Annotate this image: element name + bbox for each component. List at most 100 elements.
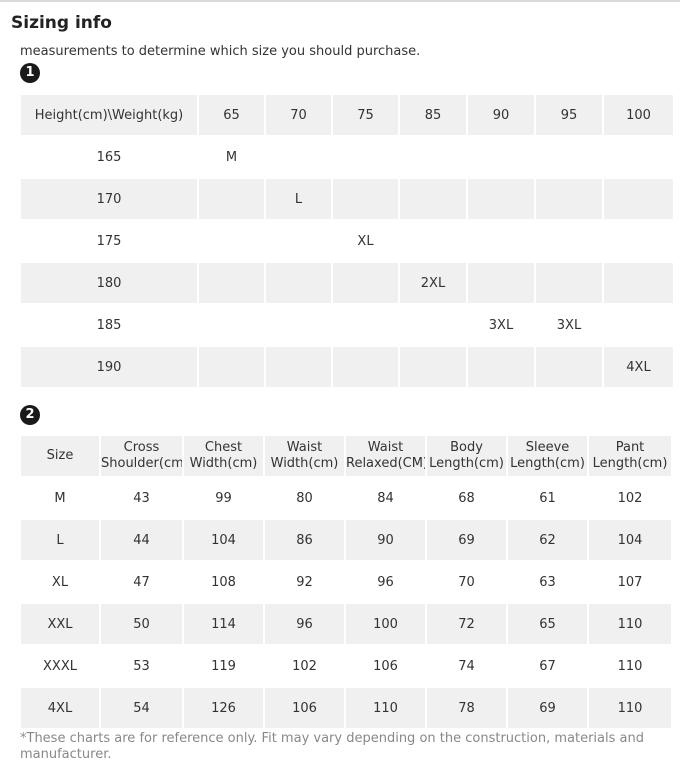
column-header-cell: Cross Shoulder(cm) <box>101 436 182 476</box>
size-label-cell: M <box>54 490 66 506</box>
height-cell: 190 <box>21 347 197 387</box>
size-cell <box>400 137 466 177</box>
measurement-cell: 107 <box>617 574 643 590</box>
measurement-cell: 114 <box>184 604 263 644</box>
column-header-line: Length(cm) <box>429 456 504 471</box>
column-header-line: Width(cm) <box>189 456 258 471</box>
measurement-cell: 110 <box>346 688 425 728</box>
intro-text: measurements to determine which size you… <box>20 44 421 59</box>
height-weight-table: Height(cm)\Weight(kg) 65 70 75 85 90 95 100 165 M… <box>19 93 675 389</box>
measurement-cell: 69 <box>508 688 587 728</box>
size-cell <box>536 137 602 177</box>
measurement-cell: 104 <box>184 520 263 560</box>
size-cell <box>536 179 602 219</box>
column-header-cell: Waist Width(cm) <box>265 436 344 476</box>
size-cell <box>400 179 466 219</box>
footnote: *These charts are for reference only. Fi… <box>20 731 644 762</box>
size-cell: 3XL <box>488 317 514 333</box>
table-row: 180 2XL <box>21 263 673 303</box>
table-header-row: Size Cross Shoulder(cm) Chest Width(cm) Waist… <box>21 436 671 476</box>
table-row: XXXL 53 119 102 106 74 67 110 <box>21 646 671 686</box>
measurement-cell: 43 <box>133 490 150 506</box>
size-cell <box>333 137 398 177</box>
measurement-cell: 110 <box>617 658 643 674</box>
table-row: XXL 50 114 96 100 72 65 110 <box>21 604 671 644</box>
size-cell <box>199 221 264 261</box>
table-row: 185 3XL 3XL <box>21 305 673 345</box>
weight-header-cell: 75 <box>333 95 398 135</box>
measurement-cell: 119 <box>211 658 236 674</box>
measurement-cell: 102 <box>617 490 643 506</box>
measurement-cell: 62 <box>508 520 587 560</box>
weight-header-cell: 85 <box>400 95 466 135</box>
weight-header-cell: 90 <box>468 95 534 135</box>
column-header-cell: Chest Width(cm) <box>184 436 263 476</box>
size-cell <box>468 221 534 261</box>
measurement-cell: 47 <box>133 574 150 590</box>
size-cell <box>199 347 264 387</box>
size-cell <box>266 305 331 345</box>
size-cell <box>266 263 331 303</box>
table-row: 170 L <box>21 179 673 219</box>
size-label-cell: XL <box>51 574 69 590</box>
measurement-cell: 68 <box>458 490 475 506</box>
top-divider <box>0 0 680 2</box>
measurement-cell: 100 <box>346 604 425 644</box>
measurement-cell: 54 <box>101 688 182 728</box>
corner-header-cell: Height(cm)\Weight(kg) <box>21 95 197 135</box>
measurement-cell: 65 <box>508 604 587 644</box>
measurement-cell: 69 <box>427 520 506 560</box>
size-cell <box>199 305 264 345</box>
size-label-cell: XXXL <box>43 658 77 674</box>
column-header-line: Waist <box>367 440 404 455</box>
measurement-cell: 102 <box>292 658 317 674</box>
height-cell: 175 <box>96 233 122 249</box>
column-header-cell: Size <box>21 436 99 476</box>
measurement-table: Size Cross Shoulder(cm) Chest Width(cm) Waist… <box>19 434 673 730</box>
measurement-cell: 110 <box>589 688 671 728</box>
size-cell: 4XL <box>604 347 673 387</box>
measurement-cell: 99 <box>215 490 232 506</box>
section-1-badge: 1 <box>20 63 40 83</box>
column-header-cell: Pant Length(cm) <box>589 436 671 476</box>
table-row: 190 4XL <box>21 347 673 387</box>
measurement-cell: 110 <box>589 604 671 644</box>
measurement-cell: 104 <box>589 520 671 560</box>
size-cell <box>199 179 264 219</box>
column-header-cell: Waist Relaxed(CM) <box>346 436 425 476</box>
column-header-line: Length(cm) <box>592 456 668 471</box>
weight-header-cell: 70 <box>266 95 331 135</box>
column-header-cell: Sleeve Length(cm) <box>508 436 587 476</box>
column-header-line: Pant <box>615 440 645 455</box>
size-cell <box>266 137 331 177</box>
height-cell: 165 <box>96 149 122 165</box>
measurement-cell: 44 <box>101 520 182 560</box>
measurement-cell: 63 <box>539 574 556 590</box>
size-cell <box>333 179 398 219</box>
size-cell <box>536 221 602 261</box>
size-cell <box>400 305 466 345</box>
table-row: 175 XL <box>21 221 673 261</box>
size-cell: 3XL <box>556 317 582 333</box>
measurement-cell: 96 <box>265 604 344 644</box>
page-title: Sizing info <box>11 13 112 33</box>
measurement-cell: 126 <box>184 688 263 728</box>
table-header-row: Height(cm)\Weight(kg) 65 70 75 85 90 95 100 <box>21 95 673 135</box>
column-header-cell: Body Length(cm) <box>427 436 506 476</box>
size-cell <box>604 305 673 345</box>
measurement-cell: 106 <box>265 688 344 728</box>
column-header-line: Length(cm) <box>510 456 585 471</box>
size-label-cell: L <box>21 520 99 560</box>
size-cell <box>199 263 264 303</box>
column-header-line: Size <box>46 448 74 463</box>
measurement-cell: 84 <box>377 490 394 506</box>
size-cell <box>266 221 331 261</box>
weight-header-cell: 100 <box>604 95 673 135</box>
size-cell <box>333 347 398 387</box>
measurement-cell: 90 <box>346 520 425 560</box>
size-cell <box>400 347 466 387</box>
column-header-line: Relaxed(CM) <box>346 456 425 471</box>
column-header-line: Body <box>450 440 483 455</box>
size-cell <box>604 179 673 219</box>
size-cell <box>536 347 602 387</box>
